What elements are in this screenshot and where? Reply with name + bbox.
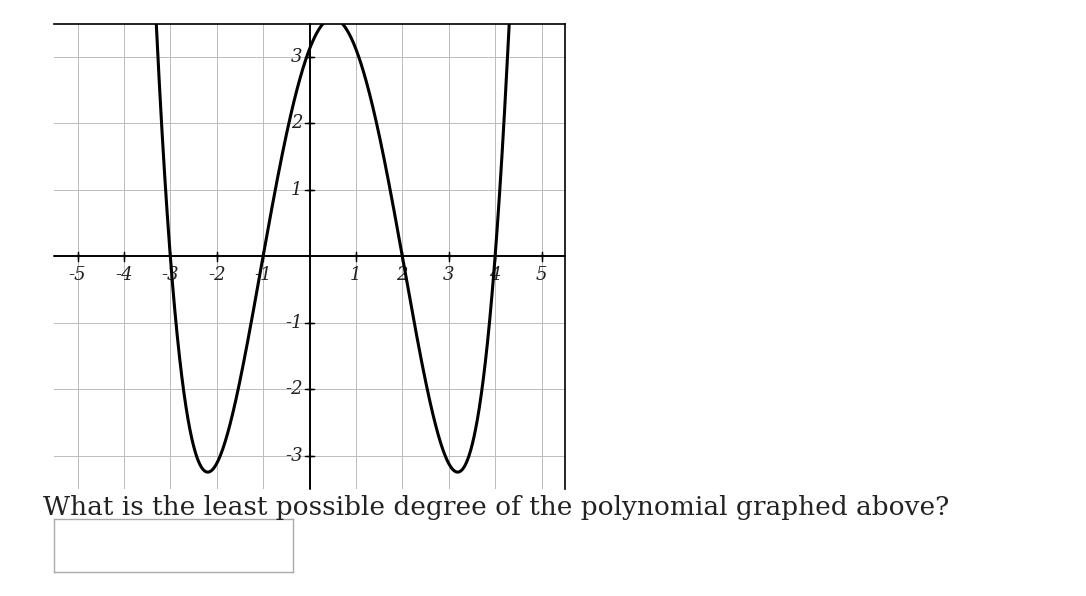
Text: 2: 2 [291,114,303,132]
Text: 3: 3 [291,48,303,66]
Text: 1: 1 [350,266,362,284]
Text: 5: 5 [535,266,547,284]
Text: -3: -3 [285,446,303,464]
Text: -2: -2 [207,266,226,284]
Text: What is the least possible degree of the polynomial graphed above?: What is the least possible degree of the… [43,495,949,520]
Text: -4: -4 [115,266,132,284]
Text: 3: 3 [443,266,454,284]
Text: -1: -1 [285,313,303,332]
Text: 1: 1 [291,181,303,199]
Text: -3: -3 [162,266,179,284]
Text: 4: 4 [490,266,501,284]
Text: 2: 2 [396,266,408,284]
Text: -1: -1 [254,266,272,284]
Text: -2: -2 [285,380,303,398]
Text: -5: -5 [68,266,86,284]
